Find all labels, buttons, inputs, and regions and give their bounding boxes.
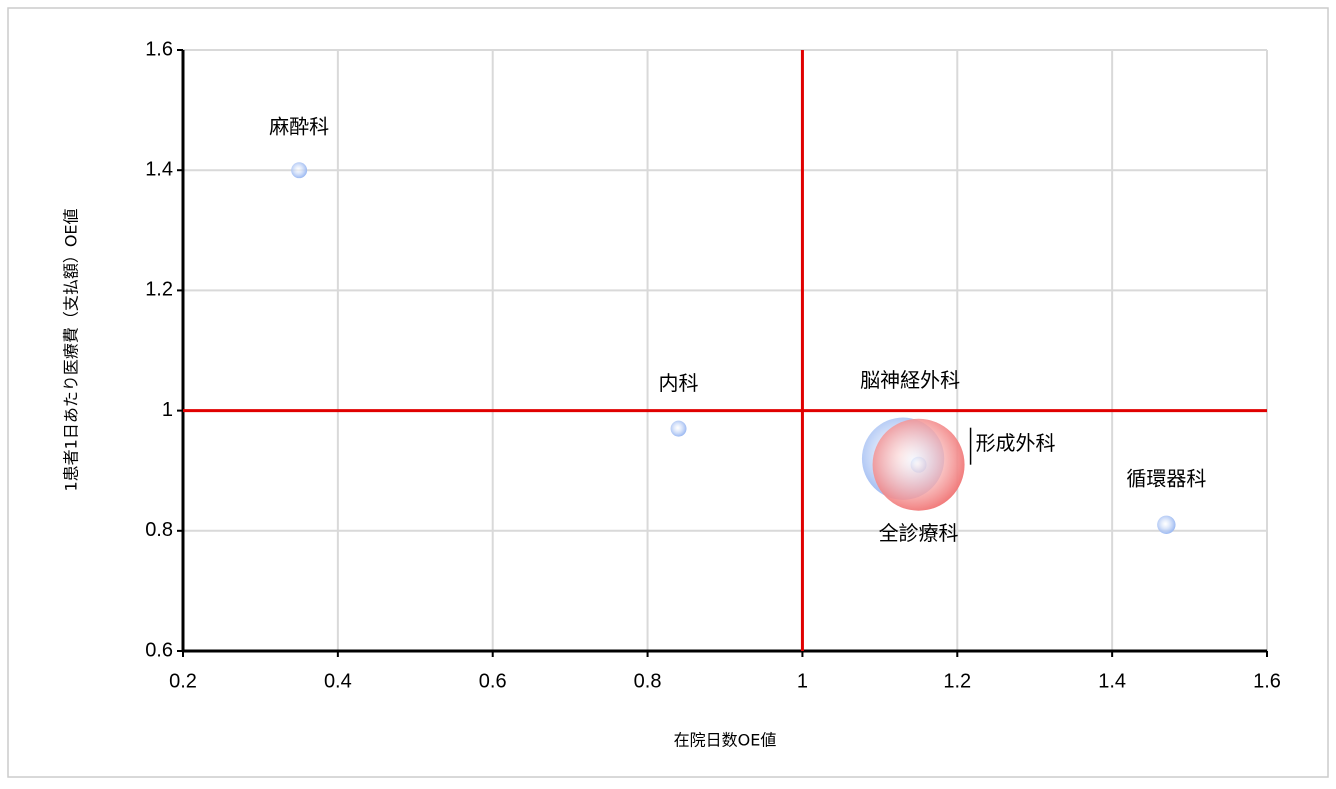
point-label: 脳神経外科 (860, 368, 960, 392)
x-tick-label: 0.2 (169, 670, 197, 692)
point-label: 全診療科 (879, 521, 959, 545)
x-axis-title: 在院日数OE値 (674, 731, 777, 750)
x-tick-label: 1.4 (1098, 670, 1126, 692)
bubble-group (670, 420, 687, 437)
x-tick-label: 0.6 (479, 670, 507, 692)
bubble-group (872, 418, 965, 511)
x-tick-label: 0.4 (324, 670, 352, 692)
x-tick-label: 0.8 (634, 670, 662, 692)
y-tick-label: 0.6 (145, 639, 173, 661)
bubble-group (1157, 515, 1176, 534)
frame (7, 7, 1329, 778)
bubble (291, 162, 308, 179)
x-tick-label: 1.2 (943, 670, 971, 692)
point-label: 形成外科 (976, 431, 1056, 455)
bubble (670, 420, 687, 437)
point-label: 内科 (659, 371, 699, 395)
bubble (1157, 515, 1176, 534)
y-tick-label: 1.2 (145, 279, 173, 301)
bubble-group (291, 162, 308, 179)
point-label: 循環器科 (1126, 466, 1206, 490)
y-tick-label: 1 (162, 399, 173, 421)
x-tick-label: 1 (797, 670, 808, 692)
y-axis-title: 1患者1日あたり医療費（支払額）OE値 (62, 208, 81, 491)
x-tick-label: 1.6 (1253, 670, 1281, 692)
y-tick-label: 0.8 (145, 519, 173, 541)
y-tick-label: 1.6 (145, 38, 173, 60)
bubble (872, 418, 965, 511)
y-tick-label: 1.4 (145, 158, 173, 180)
point-label: 麻酔科 (269, 115, 329, 139)
